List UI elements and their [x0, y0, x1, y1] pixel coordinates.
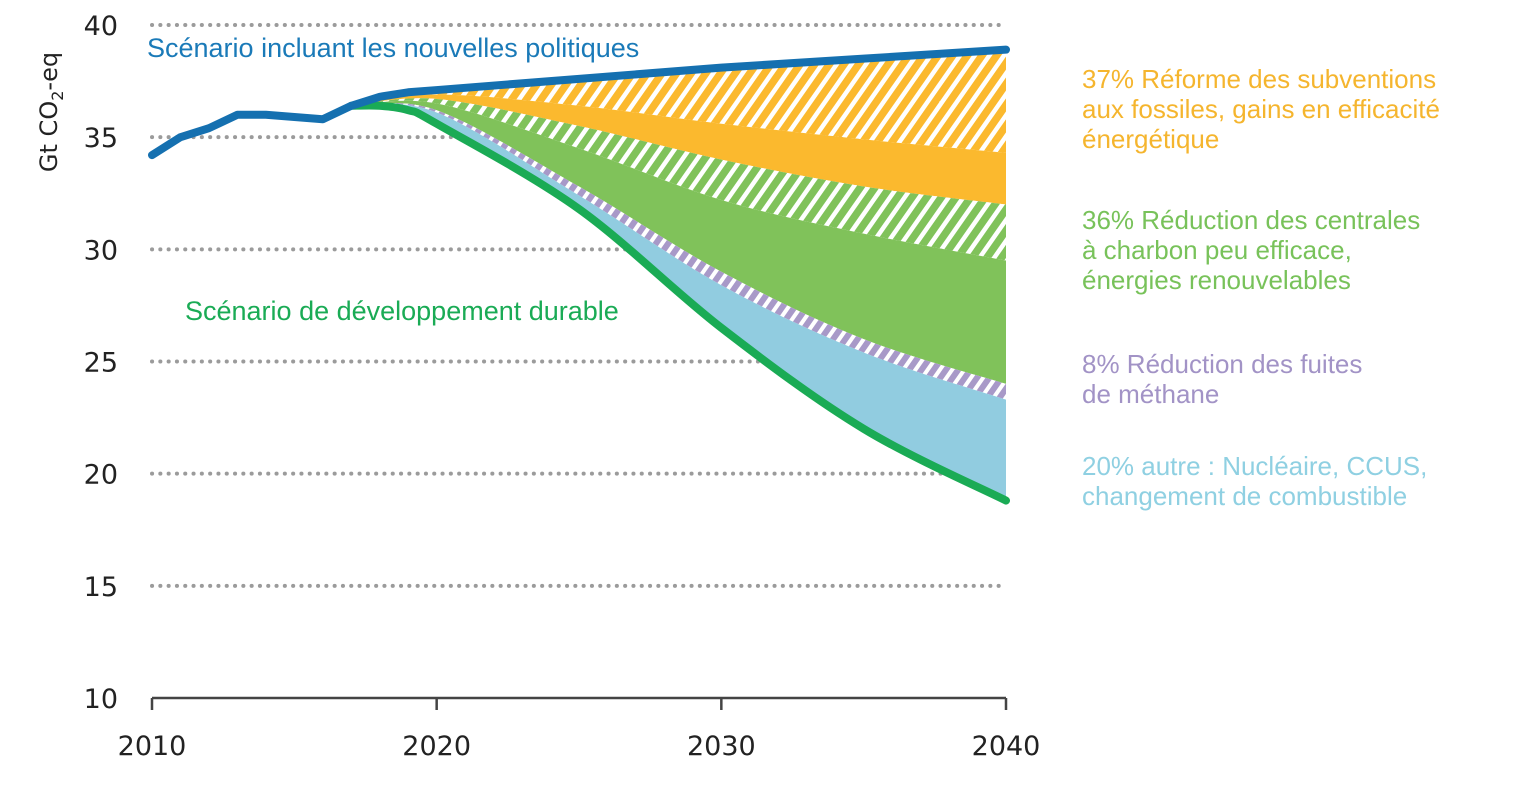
sds-line [347, 101, 1010, 505]
wedge-green-hatched [351, 98, 1006, 261]
nps-line [148, 45, 1010, 160]
y-tick-label: 30 [84, 235, 118, 266]
x-tick-label: 2020 [402, 731, 471, 762]
nps-scenario-label: Scénario incluant les nouvelles politiqu… [147, 33, 639, 63]
legend-item-text: énergétique [1082, 124, 1220, 154]
y-tick-label: 10 [84, 684, 118, 715]
x-tick-label: 2030 [687, 731, 756, 762]
x-tick-label: 2010 [118, 731, 187, 762]
y-tick-label: 40 [84, 11, 118, 42]
legend-item-text: énergies renouvelables [1082, 265, 1351, 295]
gridlines [150, 23, 1008, 588]
legend-item-text: 37% Réforme des subventions [1082, 64, 1437, 94]
y-tick-label: 20 [84, 460, 118, 491]
legend-item: 8% Réduction des fuites de méthane [1082, 349, 1362, 409]
y-tick-label: 25 [84, 348, 118, 379]
legend-item-text: 8% Réduction des fuites [1082, 349, 1363, 379]
legend-item-text: de méthane [1082, 379, 1220, 409]
wedge-areas [351, 49, 1006, 501]
legend-item-text: aux fossiles, gains en efficacité [1082, 94, 1440, 124]
wedge-orange-hatched [351, 49, 1006, 153]
legend-item-text: 36% Réduction des centrales [1082, 205, 1421, 235]
x-tick-label: 2040 [972, 731, 1041, 762]
wedge-purple [351, 103, 1006, 400]
axes: 2010 2020 2030 2040 10 15 20 25 30 35 40 [84, 11, 1041, 762]
y-tick-label: 35 [84, 123, 118, 154]
y-axis-label: Gt CO2-eq [35, 52, 67, 172]
wedge-lightblue [351, 103, 1006, 501]
wedge-green-solid [351, 100, 1006, 384]
legend-item: 36% Réduction des centrales à charbon peu… [1082, 205, 1420, 295]
legend-item: 20% autre : Nucléaire, CCUS, changement d… [1082, 451, 1427, 511]
legend-item-text: changement de combustible [1082, 481, 1408, 511]
sds-scenario-label: Scénario de développement durable [185, 296, 619, 326]
series-lines [148, 45, 1010, 505]
legend-item-text: 20% autre : Nucléaire, CCUS, [1082, 451, 1428, 481]
y-tick-label: 15 [84, 572, 118, 603]
wedge-orange-solid [351, 94, 1006, 205]
legend-item-text: à charbon peu efficace, [1082, 235, 1352, 265]
legend-item: 37% Réforme des subventions aux fossiles,… [1082, 64, 1440, 154]
